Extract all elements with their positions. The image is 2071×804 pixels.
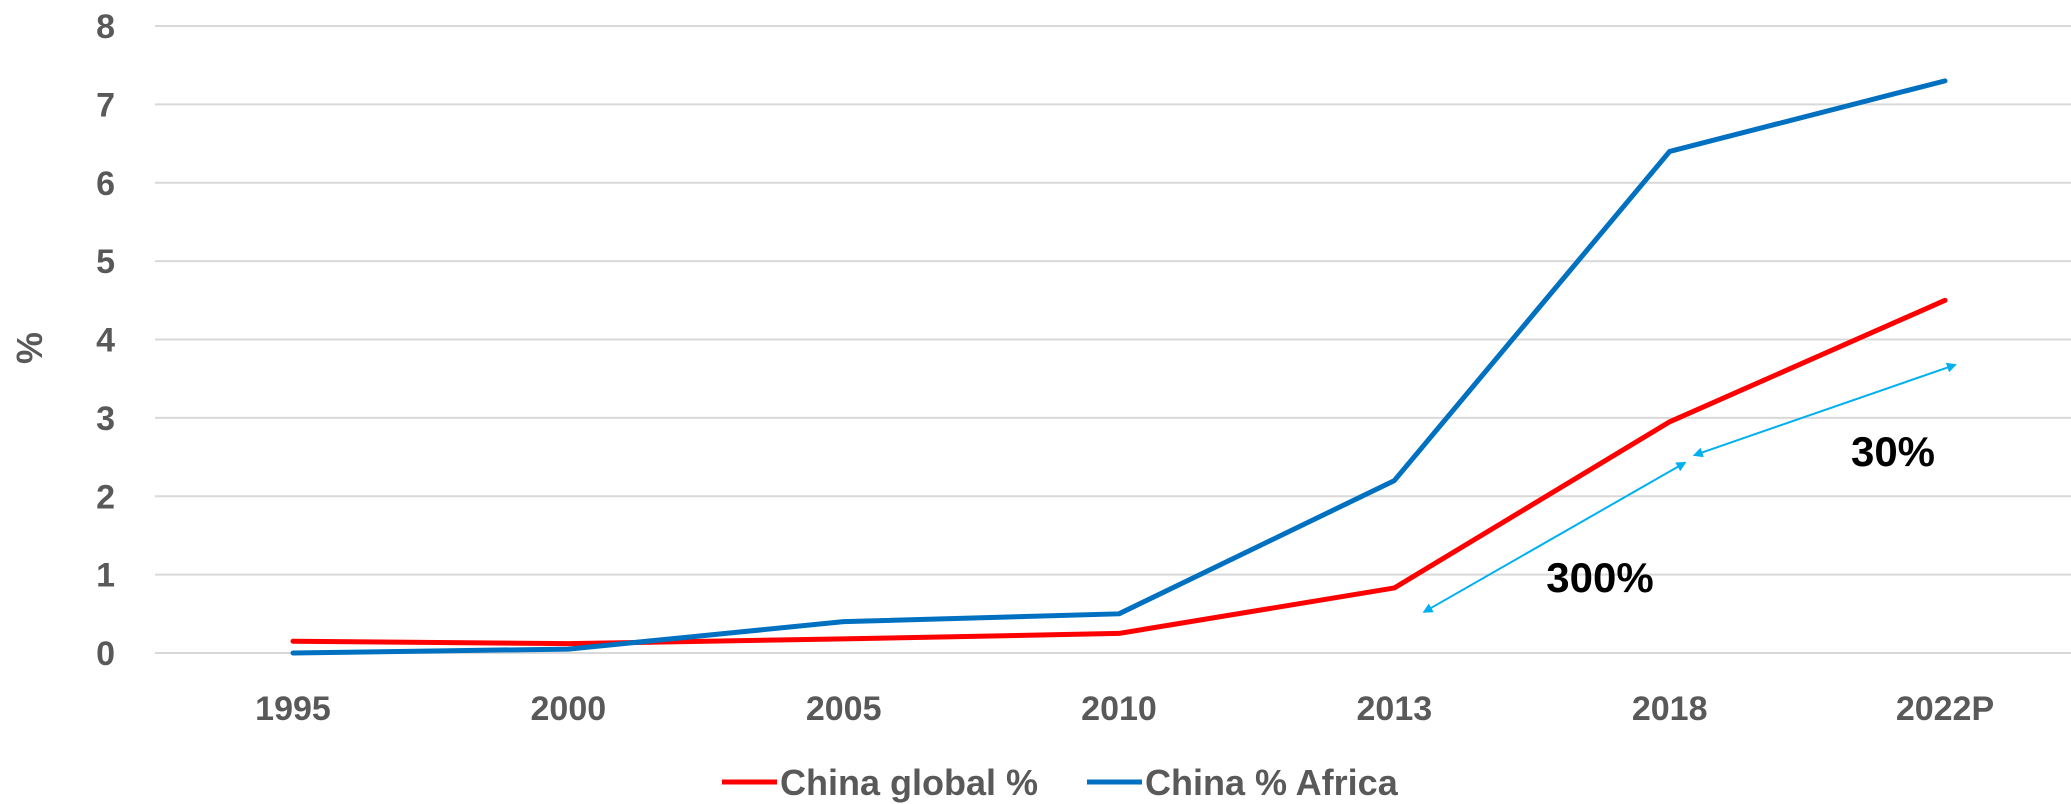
y-tick-label: 5	[96, 243, 115, 281]
x-tick-label: 2013	[1357, 690, 1433, 728]
x-tick-label: 2000	[531, 690, 607, 728]
x-axis-ticks: 1995 2000 2005 2010 2013 2018 2022P	[255, 690, 1994, 728]
y-tick-label: 4	[96, 322, 115, 360]
y-tick-label: 6	[96, 165, 115, 203]
gridlines	[155, 25, 2071, 654]
series-lines	[290, 78, 1948, 656]
y-tick-label: 0	[96, 635, 115, 673]
y-tick-label: 1	[96, 557, 115, 595]
y-axis-ticks: 0 1 2 3 4 5 6 7 8	[96, 8, 115, 673]
y-axis-label: %	[9, 332, 50, 364]
y-tick-label: 8	[96, 8, 115, 46]
legend-label: China % Africa	[1145, 762, 1399, 803]
x-tick-label: 2022P	[1896, 690, 1994, 728]
y-tick-label: 2	[96, 478, 115, 516]
annotations: 300% 30%	[1422, 362, 1957, 613]
x-tick-label: 2005	[806, 690, 882, 728]
x-tick-label: 2010	[1081, 690, 1157, 728]
series-line-0	[290, 297, 1948, 647]
legend-label: China global %	[780, 762, 1038, 803]
legend: China global % China % Africa	[722, 762, 1399, 803]
y-tick-label: 3	[96, 400, 115, 438]
x-tick-label: 1995	[255, 690, 331, 728]
annotation-label: 300%	[1546, 554, 1653, 601]
series-line-1	[290, 78, 1948, 656]
y-tick-label: 7	[96, 86, 115, 124]
annotation-arrow	[1692, 362, 1957, 458]
annotation-arrow	[1422, 461, 1687, 613]
annotation-label: 30%	[1851, 428, 1935, 475]
x-tick-label: 2018	[1632, 690, 1708, 728]
